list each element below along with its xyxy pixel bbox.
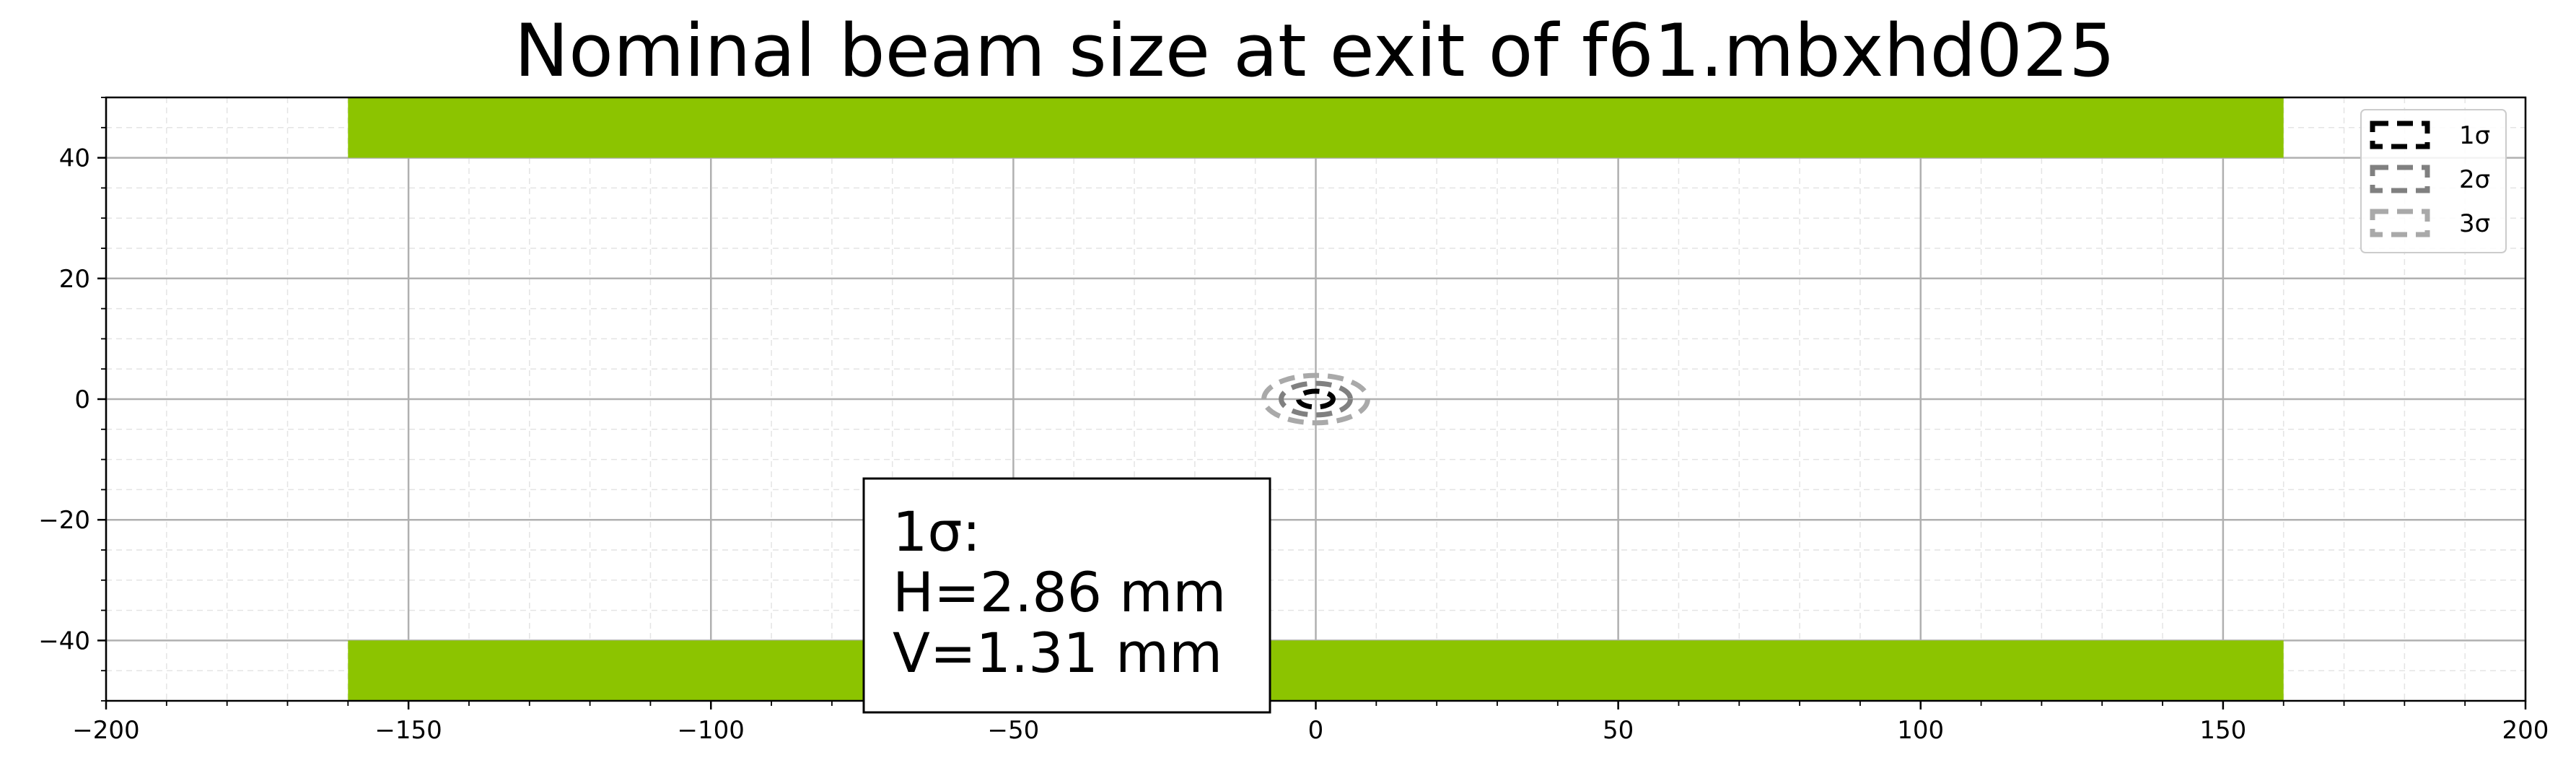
x-tick-label: −100 xyxy=(678,716,745,745)
y-axis-ticks: −40 −20 0 20 40 xyxy=(38,97,106,702)
ellipse-3sigma xyxy=(1261,372,1370,426)
sigma-ellipses xyxy=(1261,372,1370,426)
legend-swatch xyxy=(2370,165,2430,193)
annotation-box: 1σ: H=2.86 mm V=1.31 mm xyxy=(862,477,1271,714)
x-tick-label: 0 xyxy=(1308,716,1324,745)
legend-label: 1σ xyxy=(2459,121,2490,150)
aperture-block xyxy=(348,97,2284,158)
major-grid xyxy=(105,97,2527,701)
aperture-block xyxy=(348,640,2284,701)
x-tick-label: −200 xyxy=(72,716,139,745)
legend-label: 3σ xyxy=(2459,209,2490,238)
y-tick-label: 20 xyxy=(59,265,90,294)
x-tick-label: 150 xyxy=(2199,716,2246,745)
x-axis-ticks: −200 −150 −100 −50 0 50 100 150 200 xyxy=(72,701,2549,745)
x-tick-label: 50 xyxy=(1603,716,1634,745)
legend-swatch xyxy=(2370,121,2430,149)
aperture-blocks xyxy=(348,97,2284,701)
x-tick-label: −150 xyxy=(374,716,442,745)
x-tick-label: −50 xyxy=(987,716,1039,745)
annotation-line-1: 1σ: xyxy=(893,499,981,564)
ellipse-2sigma xyxy=(1279,380,1353,418)
x-tick-label: 100 xyxy=(1897,716,1944,745)
y-tick-label: 0 xyxy=(74,385,90,414)
annotation-line-3: V=1.31 mm xyxy=(893,621,1222,685)
legend-label: 2σ xyxy=(2459,165,2490,194)
y-tick-label: −20 xyxy=(38,506,90,535)
annotation-line-2: H=2.86 mm xyxy=(893,560,1226,624)
y-tick-label: 40 xyxy=(59,144,90,173)
y-tick-label: −40 xyxy=(38,626,90,655)
ellipse-1sigma xyxy=(1296,388,1336,410)
chart-title: Nominal beam size at exit of f61.mbxhd02… xyxy=(514,8,2116,93)
x-tick-label: 200 xyxy=(2502,716,2549,745)
annotation-frame xyxy=(862,477,1271,714)
legend-swatch xyxy=(2370,209,2430,237)
legend: 1σ 2σ 3σ xyxy=(2360,109,2507,253)
